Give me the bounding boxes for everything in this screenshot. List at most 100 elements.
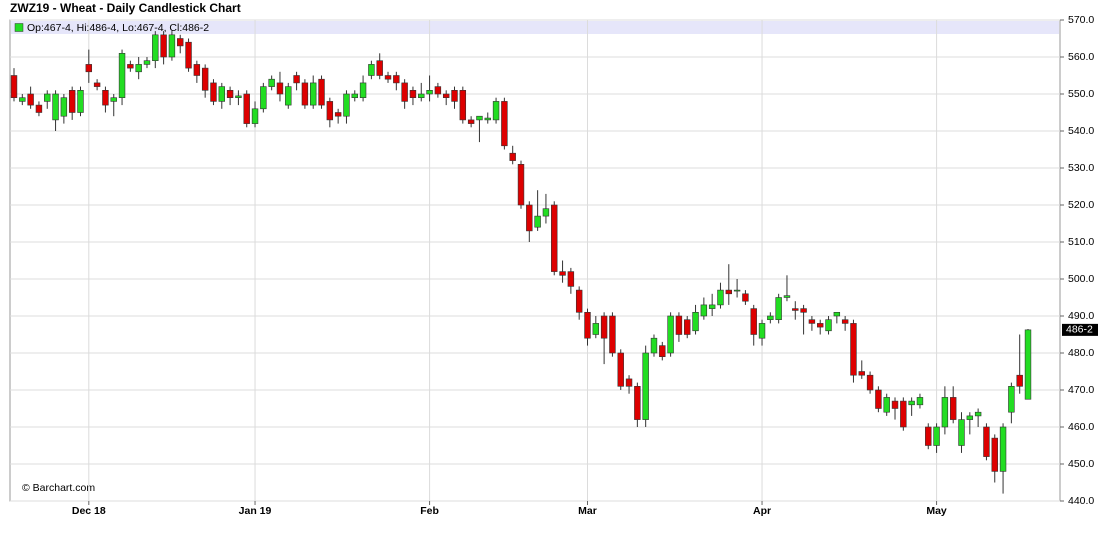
x-tick-label: Dec 18 [72, 505, 106, 517]
candle-body [783, 295, 791, 298]
candle-body [891, 400, 899, 409]
candle-body [866, 374, 874, 391]
y-tick-label: 520.0 [1068, 199, 1094, 211]
candle-body [501, 101, 508, 147]
candle-body [941, 397, 949, 428]
candle-body [27, 93, 34, 106]
candle-body [542, 208, 550, 217]
candle-body [908, 400, 915, 406]
candle-body [110, 97, 117, 102]
candle-body [758, 323, 766, 339]
candle-body [393, 75, 400, 84]
candle-body [484, 117, 491, 121]
y-tick-label: 570.0 [1068, 14, 1094, 26]
candle-body [792, 308, 799, 311]
candle-body [476, 115, 483, 121]
candle-body [376, 60, 383, 76]
candle-body [592, 323, 600, 335]
candle-body [185, 41, 192, 69]
candle-body [642, 352, 649, 420]
candle-body [77, 90, 84, 113]
candle-body [999, 426, 1007, 472]
candle-body [343, 93, 350, 117]
candle-body [318, 78, 325, 106]
chart-title: ZWZ19 - Wheat - Daily Candlestick Chart [10, 1, 241, 15]
legend-text: Op:467-4, Hi:486-4, Lo:467-4, Cl:486-2 [27, 22, 209, 34]
candle-body [933, 426, 940, 446]
y-tick-label: 530.0 [1068, 162, 1094, 174]
candle-body [974, 411, 982, 417]
last-price-box [1062, 323, 1098, 336]
candle-body [925, 426, 932, 446]
candle-body [143, 60, 151, 65]
candle-body [85, 64, 93, 73]
candle-body [19, 97, 26, 102]
candle-body [958, 419, 965, 446]
candle-body [900, 400, 907, 428]
candle-body [650, 337, 658, 354]
candle-body [118, 52, 126, 99]
candle-body [833, 311, 841, 317]
candle-body [35, 104, 43, 113]
candle-body [226, 90, 234, 99]
candle-body [426, 90, 433, 95]
candle-body [293, 75, 300, 84]
candle-body [52, 93, 59, 121]
candle-body [68, 90, 76, 113]
candle-body [243, 93, 250, 124]
candle-body [725, 289, 732, 295]
candle-body [875, 389, 882, 409]
candle-body [966, 415, 974, 420]
candle-body [442, 93, 450, 98]
candle-body [534, 215, 541, 228]
candle-body [509, 152, 516, 161]
candle-body [825, 319, 832, 332]
candle-body [418, 93, 425, 98]
plot-area [9, 19, 1061, 502]
y-tick-label: 560.0 [1068, 51, 1094, 63]
candle-body [459, 90, 467, 121]
candle-body [667, 315, 674, 354]
candle-body [575, 289, 583, 313]
candle-body [567, 271, 575, 287]
candle-body [634, 385, 641, 420]
candle-body [675, 315, 683, 335]
candle-body [692, 311, 699, 332]
candle-body [883, 397, 890, 413]
candle-body [700, 304, 708, 317]
candle-body [916, 397, 924, 406]
y-tick-label: 460.0 [1068, 421, 1094, 433]
candle-body [551, 204, 558, 272]
candle-body [467, 119, 475, 124]
candle-body [44, 93, 51, 102]
last-price-label: 486-2 [1066, 324, 1093, 336]
y-tick-label: 500.0 [1068, 273, 1094, 285]
y-tick-label: 550.0 [1068, 88, 1094, 100]
candle-body [858, 371, 865, 376]
candle-body [434, 86, 442, 95]
candle-body [733, 289, 741, 292]
candle-body [492, 101, 500, 121]
candle-body [451, 90, 458, 102]
candle-body [841, 319, 849, 324]
y-tick-label: 510.0 [1068, 236, 1094, 248]
y-tick-label: 440.0 [1068, 495, 1094, 507]
candle-body [285, 86, 292, 106]
candle-body [268, 78, 275, 87]
y-tick-label: 490.0 [1068, 310, 1094, 322]
candle-body [10, 75, 18, 99]
candle-body [310, 82, 317, 106]
candle-body [817, 323, 824, 328]
candle-body [351, 93, 358, 98]
candle-body [334, 112, 342, 117]
candle-body [800, 308, 807, 313]
candle-body [625, 378, 633, 387]
candle-body [260, 86, 267, 110]
candle-body [251, 108, 259, 124]
y-tick-label: 540.0 [1068, 125, 1094, 137]
candle-body [326, 101, 334, 121]
candle-body [717, 289, 724, 306]
candle-body [584, 311, 591, 339]
candle-body [368, 64, 375, 76]
